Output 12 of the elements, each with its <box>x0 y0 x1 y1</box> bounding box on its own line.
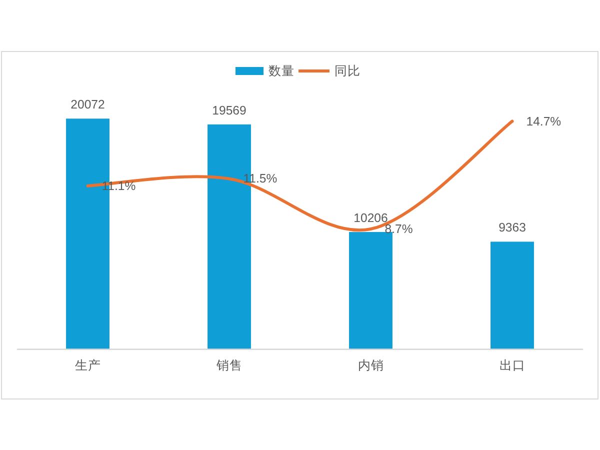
x-tick-label: 出口 <box>499 358 526 372</box>
bar <box>490 242 534 350</box>
legend-label: 同比 <box>334 64 360 78</box>
legend-label: 数量 <box>268 64 294 78</box>
bar <box>349 232 392 350</box>
x-tick-label: 内销 <box>358 358 384 372</box>
data-label: 9363 <box>498 220 526 235</box>
data-label: 19569 <box>212 103 247 118</box>
data-label: 20072 <box>70 98 106 112</box>
data-label: 14.7% <box>526 114 562 128</box>
x-tick-label: 销售 <box>215 358 242 372</box>
x-tick-label: 生产 <box>74 358 101 372</box>
